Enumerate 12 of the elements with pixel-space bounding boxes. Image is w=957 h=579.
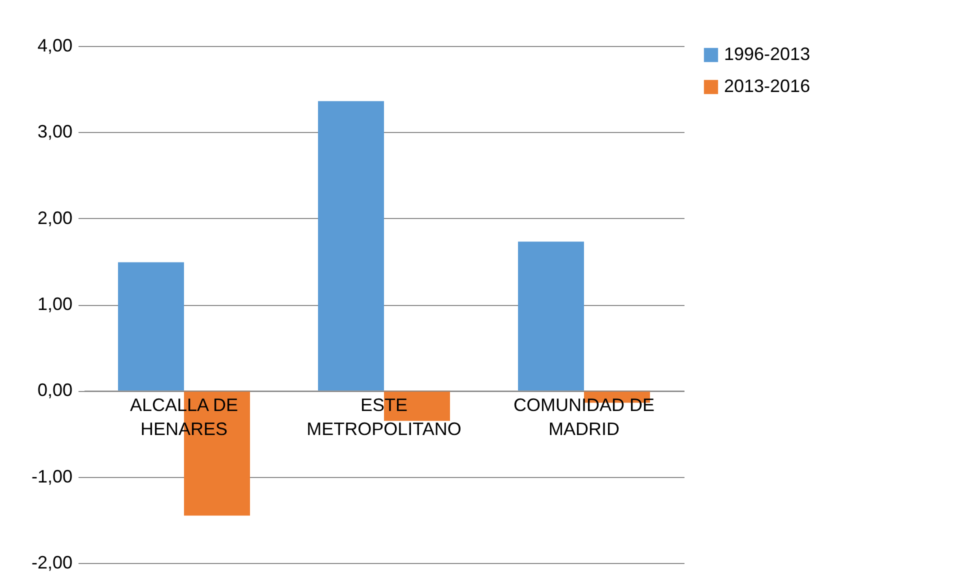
y-tick-label: 4,00: [37, 36, 72, 56]
y-tick-label: 1,00: [37, 294, 72, 314]
bar: [518, 242, 584, 391]
bar: [318, 101, 384, 391]
y-tick-label: 3,00: [37, 122, 72, 142]
bar: [118, 262, 184, 391]
legend-label: 2013-2016: [724, 76, 810, 96]
y-tick-label: 0,00: [37, 380, 72, 400]
y-tick-label: 2,00: [37, 208, 72, 228]
y-tick-label: -1,00: [31, 466, 72, 486]
legend-label: 1996-2013: [724, 44, 810, 64]
y-tick-label: -2,00: [31, 552, 72, 572]
